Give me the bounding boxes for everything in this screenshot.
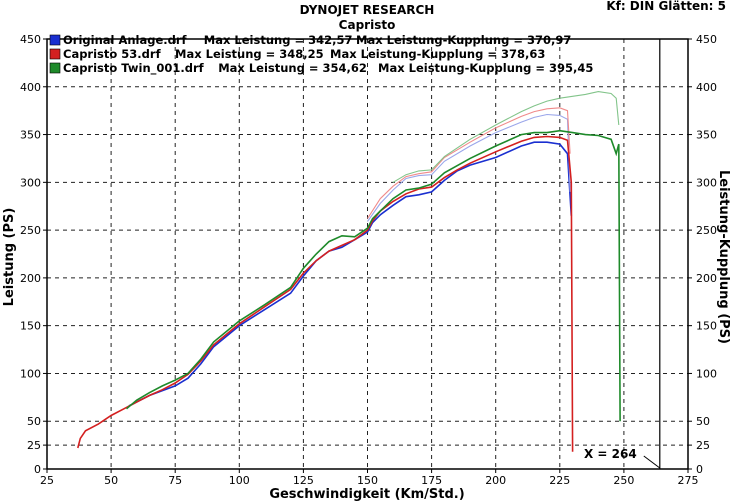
legend-max-kupplung: Max Leistung-Kupplung = 395,45 — [378, 61, 593, 75]
legend: Original Anlage.drf Max Leistung = 342,57… — [49, 33, 593, 76]
y-tick-label: 350 — [20, 129, 41, 142]
legend-file-name: Original Anlage.drf — [63, 33, 188, 47]
cursor-label: X = 264 — [584, 447, 637, 461]
y2-tick-label: 450 — [696, 33, 717, 46]
grid — [47, 39, 688, 469]
legend-file-name: Capristo Twin_001.drf — [63, 61, 205, 76]
cursor-pointer — [643, 455, 661, 469]
y2-tick-label: 400 — [696, 81, 717, 94]
legend-max-leistung: Max Leistung = 354,62 — [218, 61, 367, 75]
x-tick-label: 175 — [421, 474, 442, 487]
x-tick-label: 275 — [678, 474, 699, 487]
y2-tick-label: 0 — [696, 463, 703, 476]
y-tick-label: 50 — [27, 415, 41, 428]
x-tick-label: 100 — [229, 474, 250, 487]
series-kupplung-line — [367, 107, 571, 219]
series-layer — [77, 91, 621, 452]
legend-max-leistung: Max Leistung = 342,57 — [204, 33, 353, 47]
correction-info: Kf: DIN Glätten: 5 — [606, 0, 726, 13]
legend-swatch — [49, 62, 61, 74]
y-tick-label: 400 — [20, 81, 41, 94]
x-tick-label: 200 — [485, 474, 506, 487]
series-kupplung-line — [367, 113, 571, 222]
y2-tick-label: 350 — [696, 129, 717, 142]
y2-tick-label: 25 — [696, 439, 710, 452]
y2-tick-label: 100 — [696, 367, 717, 380]
y2-axis-label: Leistung-Kupplung (PS) — [716, 170, 731, 344]
y-tick-label: 150 — [20, 320, 41, 333]
series-leistung-line — [77, 135, 574, 452]
series-kupplung-line — [392, 91, 620, 183]
x-tick-label: 25 — [40, 474, 54, 487]
x-tick-label: 250 — [613, 474, 634, 487]
x-tick-label: 50 — [104, 474, 118, 487]
chart-subtitle: Capristo — [339, 18, 396, 32]
x-axis-label: Geschwindigkeit (Km/Std.) — [269, 487, 464, 502]
y-tick-label: 100 — [20, 367, 41, 380]
legend-max-kupplung: Max Leistung-Kupplung = 378,63 — [330, 47, 545, 61]
legend-swatch — [49, 48, 61, 60]
x-tick-label: 150 — [357, 474, 378, 487]
series-leistung-line — [125, 129, 621, 422]
y2-tick-label: 200 — [696, 272, 717, 285]
y2-tick-label: 150 — [696, 320, 717, 333]
y-tick-label: 25 — [27, 439, 41, 452]
x-tick-label: 225 — [549, 474, 570, 487]
y2-tick-label: 300 — [696, 176, 717, 189]
legend-swatch — [49, 34, 61, 46]
y-tick-label: 200 — [20, 272, 41, 285]
x-tick-label: 125 — [293, 474, 314, 487]
chart-title: DYNOJET RESEARCH — [300, 3, 435, 17]
y2-tick-label: 50 — [696, 415, 710, 428]
legend-max-leistung: Max Leistung = 348,25 — [175, 47, 324, 61]
series-leistung-line — [128, 141, 573, 407]
legend-file-name: Capristo 53.drf — [63, 47, 162, 61]
y2-tick-label: 250 — [696, 224, 717, 237]
y-axis-label: Leistung (PS) — [2, 208, 17, 307]
y-tick-label: 300 — [20, 176, 41, 189]
x-tick-label: 75 — [168, 474, 182, 487]
legend-max-kupplung: Max Leistung-Kupplung = 370,97 — [356, 33, 571, 47]
y-tick-label: 450 — [20, 33, 41, 46]
y-tick-label: 250 — [20, 224, 41, 237]
y-tick-label: 0 — [34, 463, 41, 476]
